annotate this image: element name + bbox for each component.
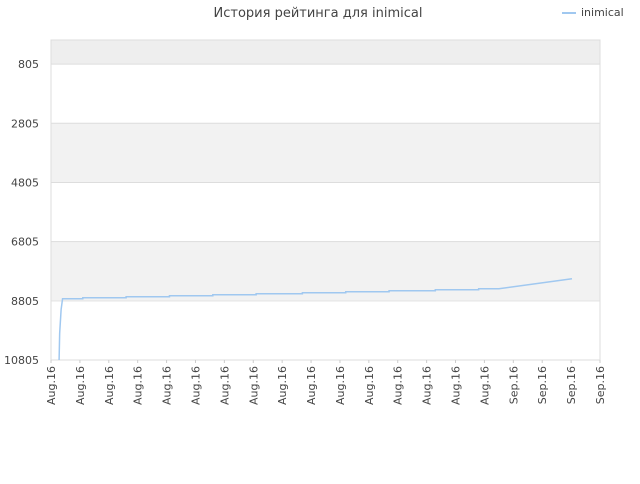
series-line <box>58 277 573 361</box>
x-tick-label: Aug.16 <box>161 366 174 405</box>
y-tick-label: 6805 <box>11 236 39 249</box>
x-tick-label: Aug.16 <box>478 366 491 405</box>
y-tick-label: 10805 <box>4 354 39 367</box>
x-tick-label: Sep.16 <box>536 366 549 404</box>
y-tick-label: 805 <box>18 58 39 71</box>
x-tick-label: Aug.16 <box>218 366 231 405</box>
x-tick-label: Aug.16 <box>421 366 434 405</box>
x-tick-label: Aug.16 <box>450 366 463 405</box>
x-tick-label: Aug.16 <box>305 366 318 405</box>
y-tick-label: 2805 <box>11 117 39 130</box>
x-tick-label: Aug.16 <box>363 366 376 405</box>
band <box>51 40 600 64</box>
y-tick-label: 4805 <box>11 176 39 189</box>
chart-title: История рейтинга для inimical <box>214 6 423 21</box>
x-tick-label: Aug.16 <box>247 366 260 405</box>
x-tick-label: Aug.16 <box>45 366 58 405</box>
x-tick-label: Aug.16 <box>276 366 289 405</box>
x-tick-label: Aug.16 <box>334 366 347 405</box>
band <box>51 123 600 182</box>
plot-frame <box>50 39 601 361</box>
x-tick-label: Aug.16 <box>189 366 202 405</box>
x-tick-label: Sep.16 <box>594 366 607 404</box>
legend-label: inimical <box>581 6 624 19</box>
band <box>51 241 600 300</box>
x-tick-label: Aug.16 <box>74 366 87 405</box>
x-tick-label: Aug.16 <box>103 366 116 405</box>
y-tick-label: 8805 <box>11 295 39 308</box>
x-tick-label: Sep.16 <box>507 366 520 404</box>
x-tick-label: Sep.16 <box>565 366 578 404</box>
x-tick-label: Aug.16 <box>392 366 405 405</box>
x-tick-label: Aug.16 <box>132 366 145 405</box>
